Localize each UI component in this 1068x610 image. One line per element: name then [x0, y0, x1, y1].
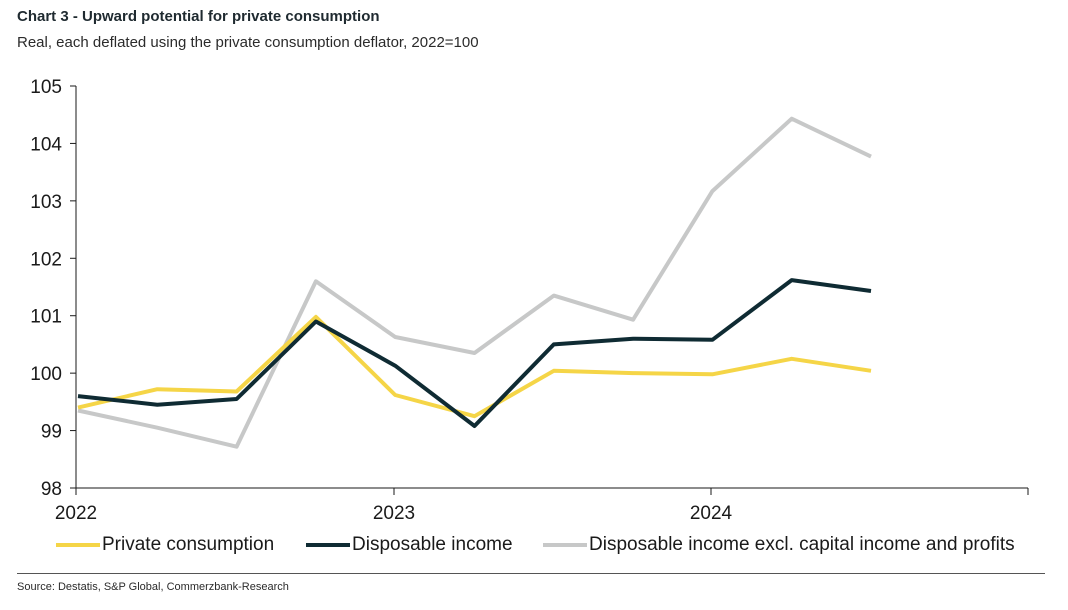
legend-item-disposable-income-excl: Disposable income excl. capital income a… — [543, 534, 1015, 556]
series-line-private-consumption — [77, 314, 872, 419]
x-axis: 2022 2023 2024 — [55, 487, 1029, 524]
line-chart: 98 99 100 101 102 103 104 105 2022 2023 2024 — [30, 77, 1029, 524]
chart-subtitle: Real, each deflated using the private co… — [17, 34, 479, 51]
source-note: Source: Destatis, S&P Global, Commerzban… — [17, 581, 289, 593]
legend-swatch-disposable-income — [306, 543, 350, 547]
legend-label-disposable-income-excl: Disposable income excl. capital income a… — [589, 534, 1015, 555]
footer-divider — [17, 573, 1045, 574]
series-line-disposable-income-excl — [77, 116, 872, 449]
legend-swatch-private-consumption — [56, 543, 100, 547]
legend-swatch-disposable-income-excl — [543, 543, 587, 547]
legend-item-private-consumption: Private consumption — [56, 534, 274, 556]
y-tick-label: 99 — [41, 422, 62, 443]
y-tick-label: 104 — [30, 134, 62, 155]
chart-title: Chart 3 - Upward potential for private c… — [17, 8, 380, 25]
y-tick-label: 100 — [30, 364, 62, 385]
y-axis: 98 99 100 101 102 103 104 105 — [30, 77, 77, 500]
legend-item-disposable-income: Disposable income — [306, 534, 513, 556]
y-tick-label: 98 — [41, 479, 62, 500]
y-tick-label: 102 — [30, 249, 62, 270]
x-tick-label: 2023 — [373, 503, 415, 524]
x-tick-label: 2022 — [55, 503, 97, 524]
x-tick-label: 2024 — [690, 503, 733, 524]
legend-label-private-consumption: Private consumption — [102, 534, 275, 555]
legend-label-disposable-income: Disposable income — [352, 534, 513, 555]
series-layer — [77, 116, 872, 449]
y-tick-label: 105 — [30, 77, 62, 98]
series-line-disposable-income — [77, 278, 872, 428]
y-tick-label: 103 — [30, 192, 62, 213]
y-tick-label: 101 — [30, 307, 62, 328]
